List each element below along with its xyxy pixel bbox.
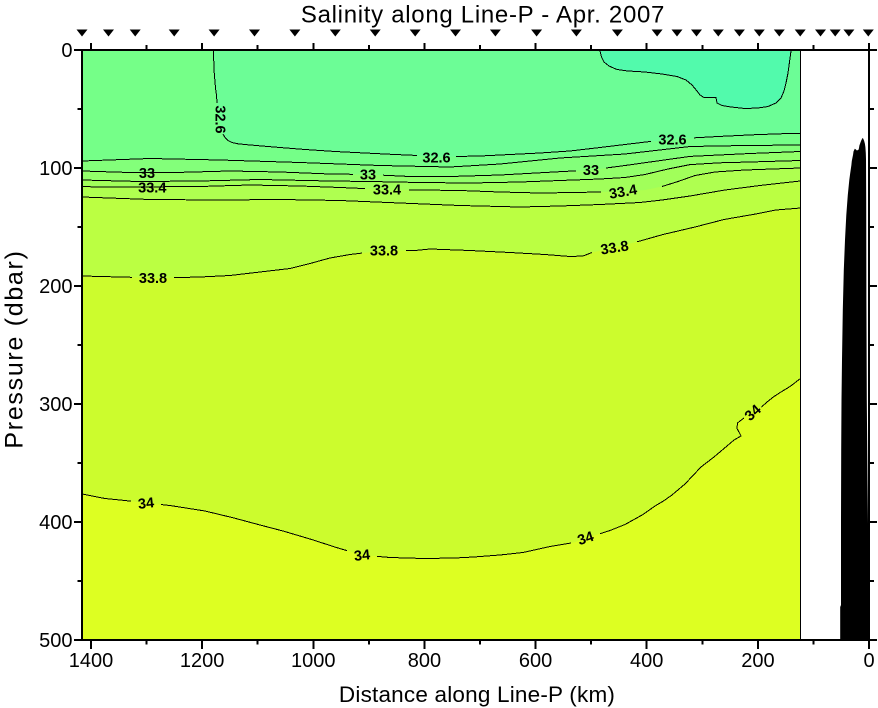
svg-text:34: 34 xyxy=(353,547,371,565)
svg-text:0: 0 xyxy=(863,650,874,672)
svg-text:100: 100 xyxy=(39,158,72,180)
svg-text:Distance along Line-P (km): Distance along Line-P (km) xyxy=(339,682,615,707)
svg-text:200: 200 xyxy=(741,650,774,672)
svg-text:800: 800 xyxy=(408,650,441,672)
svg-text:1000: 1000 xyxy=(291,650,336,672)
svg-text:500: 500 xyxy=(39,630,72,652)
svg-text:33: 33 xyxy=(583,163,599,179)
svg-text:34: 34 xyxy=(137,495,155,513)
svg-text:1400: 1400 xyxy=(69,650,114,672)
svg-text:0: 0 xyxy=(61,40,72,62)
svg-text:600: 600 xyxy=(519,650,552,672)
svg-text:33.4: 33.4 xyxy=(373,183,401,199)
svg-text:33.8: 33.8 xyxy=(139,271,167,287)
svg-text:32.6: 32.6 xyxy=(212,105,228,133)
svg-text:33.4: 33.4 xyxy=(608,182,639,203)
svg-text:33.8: 33.8 xyxy=(599,238,629,258)
svg-text:400: 400 xyxy=(39,512,72,534)
svg-text:32.6: 32.6 xyxy=(658,133,686,149)
svg-text:1200: 1200 xyxy=(180,650,225,672)
svg-text:34: 34 xyxy=(576,529,596,549)
svg-text:200: 200 xyxy=(39,276,72,298)
svg-text:300: 300 xyxy=(39,394,72,416)
svg-text:33: 33 xyxy=(360,168,376,184)
svg-text:33.8: 33.8 xyxy=(370,244,398,260)
svg-text:Salinity along Line-P - Apr. 2: Salinity along Line-P - Apr. 2007 xyxy=(301,2,665,29)
svg-text:Pressure (dbar): Pressure (dbar) xyxy=(1,249,29,448)
svg-text:32.6: 32.6 xyxy=(422,151,450,167)
svg-text:400: 400 xyxy=(630,650,663,672)
svg-text:33.4: 33.4 xyxy=(138,181,166,197)
svg-text:33: 33 xyxy=(139,166,155,182)
